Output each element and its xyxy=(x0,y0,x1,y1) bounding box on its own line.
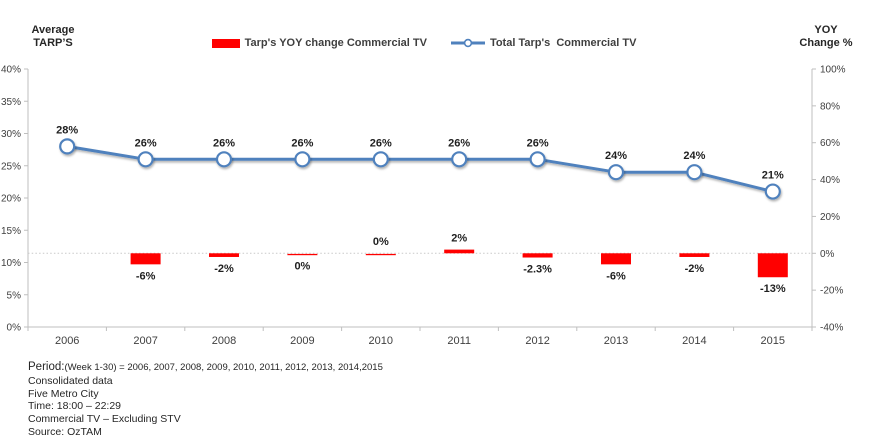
bar-data-label: -2.3% xyxy=(523,264,552,276)
line-marker xyxy=(137,151,154,168)
year-label: 2008 xyxy=(212,335,236,347)
line-marker xyxy=(59,138,76,155)
svg-text:25%: 25% xyxy=(1,161,21,172)
note-time: Time: 18:00 – 22:29 xyxy=(28,400,122,413)
line-data-label: 24% xyxy=(605,150,627,162)
left-axis-ticks: 0% 5% 10% 15% 20% 25% 30% 35% 40% xyxy=(1,65,28,334)
left-axis-title-line1: Average xyxy=(31,24,75,36)
bar-series-swatch-icon xyxy=(211,38,240,48)
svg-text:-40%: -40% xyxy=(820,323,843,334)
period-label: Period: xyxy=(28,361,65,373)
line-data-label: 26% xyxy=(291,137,313,149)
note-tv: Commercial TV – Excluding STV xyxy=(28,413,181,426)
yoy-bar xyxy=(679,253,710,257)
svg-text:80%: 80% xyxy=(820,101,840,112)
year-label: 2015 xyxy=(761,335,785,347)
year-label: 2007 xyxy=(133,335,157,347)
year-label: 2006 xyxy=(55,335,79,347)
line-data-label: 26% xyxy=(370,137,392,149)
svg-text:-20%: -20% xyxy=(820,286,843,297)
line-marker xyxy=(607,164,625,181)
bar-data-label: -6% xyxy=(606,270,626,282)
year-label: 2011 xyxy=(447,335,471,347)
legend-bar-label: Tarp's YOY change Commercial TV xyxy=(244,37,427,49)
bar-data-label: -13% xyxy=(760,283,786,295)
svg-text:15%: 15% xyxy=(1,226,21,237)
year-label: 2013 xyxy=(604,335,628,347)
svg-text:0%: 0% xyxy=(820,249,835,260)
svg-text:40%: 40% xyxy=(1,65,21,76)
note-metro: Five Metro City xyxy=(28,387,99,400)
bar-data-label: 0% xyxy=(294,261,310,273)
line-data-label: 24% xyxy=(683,150,705,162)
legend-line-label: Total Tarp's Commercial TV xyxy=(489,37,637,49)
bar-series: -6% -2% 0% 0% 2% -2.3% -6% -2% -13% xyxy=(130,233,788,295)
svg-text:60%: 60% xyxy=(820,138,840,149)
combo-chart-svg: 0% 5% 10% 15% 20% 25% 30% 35% 40% -40% -20% 0% 20% 40… xyxy=(1,65,846,348)
svg-text:5%: 5% xyxy=(7,290,22,301)
legend-item-line-series: Total Tarp's Commercial TV xyxy=(450,37,637,49)
line-data-label: 26% xyxy=(527,137,549,149)
legend-item-bar-series: Tarp's YOY change Commercial TV xyxy=(211,37,427,49)
year-label: 2010 xyxy=(369,335,393,347)
left-axis-title-line2: TARP’S xyxy=(33,37,73,49)
year-label: 2009 xyxy=(290,335,314,347)
svg-text:30%: 30% xyxy=(1,129,21,140)
line-marker xyxy=(294,151,311,168)
x-axis-ticks: 2006 2007 2008 2009 2010 2011 2012 2013 2014 2015 xyxy=(27,327,813,347)
bar-data-label: -2% xyxy=(685,263,705,275)
year-label: 2014 xyxy=(682,335,706,347)
line-data-label: 26% xyxy=(213,137,235,149)
note-period: Period:(Week 1-30) = 2006, 2007, 2008, 2… xyxy=(28,361,383,375)
line-marker xyxy=(529,151,546,168)
right-axis-title-line1: YOY xyxy=(814,24,838,36)
line-data-label: 21% xyxy=(762,170,784,182)
year-label: 2012 xyxy=(525,335,549,347)
line-data-label: 26% xyxy=(135,137,157,149)
yoy-bar xyxy=(757,253,788,278)
yoy-bar xyxy=(287,253,318,256)
svg-text:40%: 40% xyxy=(820,175,840,186)
line-marker xyxy=(686,164,703,181)
svg-text:10%: 10% xyxy=(1,258,21,269)
period-detail: (Week 1-30) = 2006, 2007, 2008, 2009, 20… xyxy=(64,362,383,373)
right-axis-title-line2: Change % xyxy=(799,37,853,49)
yoy-bar xyxy=(444,249,475,254)
chart-notes: Period:(Week 1-30) = 2006, 2007, 2008, 2… xyxy=(28,361,383,438)
note-consolidated: Consolidated data xyxy=(28,374,113,387)
axes xyxy=(27,69,813,328)
line-series-swatch-icon xyxy=(450,38,485,48)
line-data-label: 26% xyxy=(448,137,470,149)
line-data-label: 28% xyxy=(56,124,78,136)
yoy-bar xyxy=(130,253,161,265)
right-axis-ticks: -40% -20% 0% 20% 40% 60% 80% 100% xyxy=(812,65,846,334)
note-source: Source: OzTAM xyxy=(28,425,102,438)
bar-data-label: 2% xyxy=(451,233,467,245)
line-marker xyxy=(451,151,468,168)
svg-text:0%: 0% xyxy=(7,323,22,334)
svg-text:35%: 35% xyxy=(1,97,21,108)
svg-text:100%: 100% xyxy=(820,65,846,76)
bar-data-label: -2% xyxy=(214,263,234,275)
yoy-bar xyxy=(365,253,396,256)
svg-text:20%: 20% xyxy=(1,194,21,205)
chart-legend: Tarp's YOY change Commercial TV Total Ta… xyxy=(0,35,848,51)
bar-data-label: -6% xyxy=(136,270,156,282)
left-axis-title: Average TARP’S xyxy=(22,24,84,50)
yoy-bar xyxy=(209,253,239,257)
bar-data-label: 0% xyxy=(373,236,389,248)
svg-text:20%: 20% xyxy=(820,212,840,223)
right-axis-title: YOY Change % xyxy=(782,24,870,50)
yoy-bar xyxy=(601,253,631,265)
yoy-bar xyxy=(522,253,553,258)
line-marker xyxy=(764,183,781,200)
line-marker xyxy=(372,151,389,168)
line-series: 28% 26% 26% 26% 26% 26% 26% 24% 24% 21% xyxy=(56,124,784,200)
line-marker xyxy=(215,151,233,168)
